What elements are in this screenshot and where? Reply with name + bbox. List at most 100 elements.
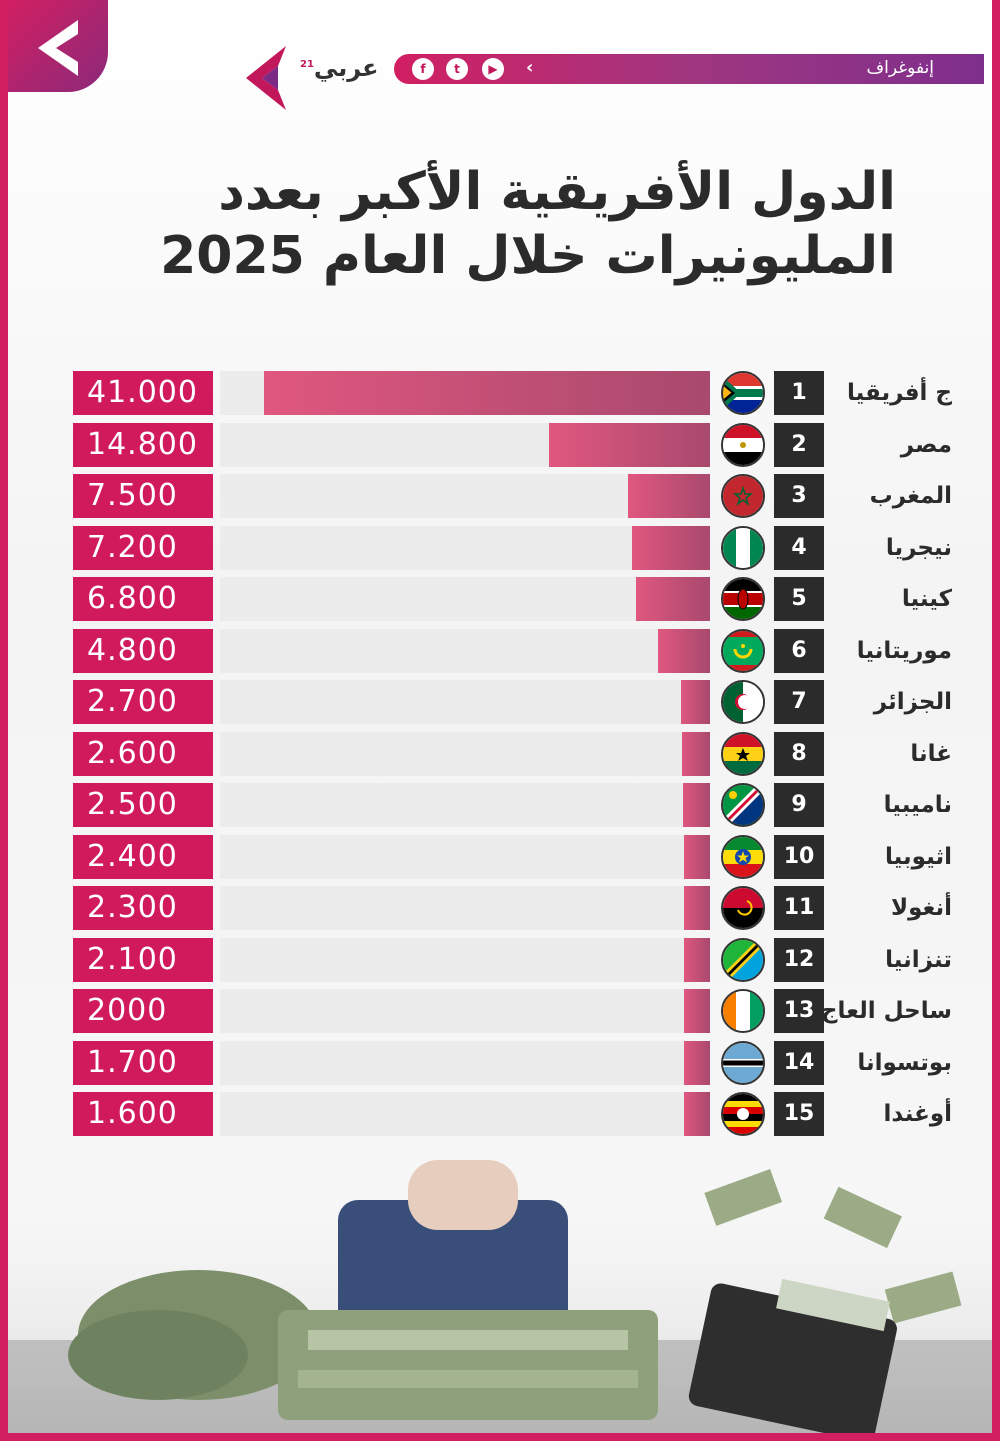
bar-track — [220, 731, 710, 776]
value-label: 7.500 — [73, 474, 213, 518]
bar-track — [220, 577, 710, 621]
value-label: 2.100 — [73, 937, 213, 982]
value-label: 4.800 — [73, 628, 213, 673]
bar-track — [220, 371, 710, 415]
rank-number: 11 — [774, 886, 824, 930]
ghana-flag-icon — [721, 731, 765, 776]
angola-flag-icon — [721, 886, 765, 930]
bar — [684, 937, 710, 982]
chart-row: 1.600 15 أوغندا — [0, 1092, 1000, 1136]
rank-number: 6 — [774, 628, 824, 673]
country-name: اثيوبيا — [885, 843, 952, 870]
chart-row: 7.500 3 المغرب — [0, 474, 1000, 518]
top-bar: f t ▶ ‹ إنفوغراف — [394, 54, 984, 84]
chart-row: 6.800 5 كينيا — [0, 577, 1000, 621]
value-label: 6.800 — [73, 577, 213, 621]
chart-row: 2000 13 ساحل العاج — [0, 989, 1000, 1033]
bar-track — [220, 989, 710, 1033]
brand-name-text: عربي — [313, 54, 379, 82]
rank-number: 3 — [774, 474, 824, 518]
rank-number: 2 — [774, 422, 824, 467]
bar — [684, 1040, 710, 1085]
country-name: المغرب — [869, 483, 952, 509]
bar-track — [220, 886, 710, 930]
country-name: كينيا — [901, 586, 952, 612]
country-name: أوغندا — [883, 1101, 952, 1127]
country-name: غانا — [910, 740, 952, 767]
bar-track — [220, 1040, 710, 1085]
rank-number: 9 — [774, 783, 824, 827]
money-photo — [8, 1140, 992, 1433]
ivory-coast-flag-icon — [721, 989, 765, 1033]
rank-number: 13 — [774, 989, 824, 1033]
value-label: 2000 — [73, 989, 213, 1033]
bar — [636, 577, 710, 621]
twitter-icon[interactable]: t — [446, 58, 468, 80]
rank-number: 15 — [774, 1092, 824, 1136]
country-name: أنغولا — [890, 895, 952, 921]
chart-row: 2.300 11 أنغولا — [0, 886, 1000, 930]
page-title: الدول الأفريقية الأكبر بعدد المليونيرات … — [76, 160, 896, 288]
country-name: ساحل العاج — [820, 998, 952, 1024]
value-label: 2.600 — [73, 731, 213, 776]
rank-number: 4 — [774, 525, 824, 570]
south-africa-flag-icon — [721, 371, 765, 415]
title-line-2: المليونيرات خلال العام 2025 — [160, 226, 896, 286]
chart-row: 41.000 1 ج أفريقيا — [0, 371, 1000, 415]
chart-row: 2.100 12 تنزانيا — [0, 937, 1000, 982]
youtube-icon[interactable]: ▶ — [482, 58, 504, 80]
bar — [549, 422, 710, 467]
chart-row: 2.700 7 الجزائر — [0, 680, 1000, 724]
bar — [682, 731, 710, 776]
bar-track — [220, 834, 710, 879]
country-name: ناميبيا — [883, 792, 952, 818]
tanzania-flag-icon — [721, 937, 765, 982]
bar — [681, 680, 710, 724]
bar-track — [220, 783, 710, 827]
section-label: إنفوغراف — [866, 58, 934, 78]
value-label: 41.000 — [73, 371, 213, 415]
country-name: مصر — [900, 431, 952, 458]
bar — [684, 989, 710, 1033]
uganda-flag-icon — [721, 1092, 765, 1136]
chart-row: 14.800 2 مصر — [0, 422, 1000, 467]
rank-number: 10 — [774, 834, 824, 879]
corner-logo-icon — [38, 20, 78, 76]
value-label: 2.400 — [73, 834, 213, 879]
mauritania-flag-icon — [721, 628, 765, 673]
value-label: 2.700 — [73, 680, 213, 724]
brand-sup: 21 — [300, 59, 314, 70]
chart-row: 2.500 9 ناميبيا — [0, 783, 1000, 827]
bar-track — [220, 525, 710, 570]
bar-track — [220, 1092, 710, 1136]
value-label: 2.300 — [73, 886, 213, 930]
brand-logo — [238, 40, 378, 112]
bar-track — [220, 680, 710, 724]
rank-number: 5 — [774, 577, 824, 621]
namibia-flag-icon — [721, 783, 765, 827]
bar-track — [220, 474, 710, 518]
rank-number: 14 — [774, 1040, 824, 1085]
value-label: 7.200 — [73, 525, 213, 570]
brand-logo-icon — [246, 46, 286, 110]
value-label: 2.500 — [73, 783, 213, 827]
bar — [684, 1092, 710, 1136]
country-name: موريتانيا — [856, 637, 952, 664]
rank-number: 1 — [774, 371, 824, 415]
ethiopia-flag-icon — [721, 834, 765, 879]
country-name: نيجريا — [885, 534, 952, 561]
nigeria-flag-icon — [721, 525, 765, 570]
bar — [684, 886, 710, 930]
bar-track — [220, 937, 710, 982]
bar — [684, 834, 710, 879]
chart-row: 2.400 10 اثيوبيا — [0, 834, 1000, 879]
facebook-icon[interactable]: f — [412, 58, 434, 80]
value-label: 1.700 — [73, 1040, 213, 1085]
country-name: ج أفريقيا — [846, 380, 952, 406]
country-name: الجزائر — [873, 689, 952, 715]
rank-number: 12 — [774, 937, 824, 982]
bar — [264, 371, 710, 415]
title-line-1: الدول الأفريقية الأكبر بعدد — [218, 162, 896, 222]
corner-logo — [8, 0, 108, 92]
chart-row: 1.700 14 بوتسوانا — [0, 1040, 1000, 1085]
